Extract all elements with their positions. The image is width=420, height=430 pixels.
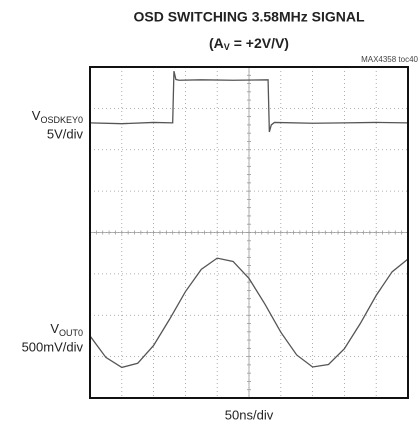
annotation: MAX4358 toc40 (361, 55, 418, 64)
channel-subscript: OSDKEY0 (40, 115, 83, 125)
subtitle-subscript: V (224, 42, 230, 52)
chart-subtitle: (AV = +2V/V) (209, 35, 289, 53)
channel-label: VOSDKEY0 (32, 108, 83, 125)
subtitle-part: = +2V/V) (230, 35, 289, 51)
chart-title: OSD SWITCHING 3.58MHz SIGNAL (133, 9, 364, 25)
channel-name: V (50, 321, 59, 336)
plot-frame (89, 66, 409, 399)
channel-name: V (32, 108, 41, 123)
channel-scale: 500mV/div (22, 339, 84, 354)
channel-subscript: OUT0 (59, 328, 83, 338)
channel-label: VOUT0 (50, 321, 83, 338)
trace (89, 257, 409, 369)
trace (89, 70, 409, 133)
x-axis-label: 50ns/div (225, 407, 274, 422)
channel-scale: 5V/div (47, 126, 84, 141)
subtitle-part: (A (209, 35, 224, 51)
